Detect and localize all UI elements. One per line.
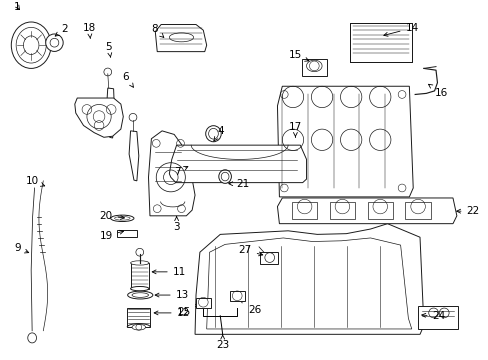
Text: 7: 7	[174, 166, 187, 177]
Polygon shape	[155, 24, 206, 51]
Text: 22: 22	[456, 206, 479, 216]
Text: 26: 26	[240, 299, 261, 315]
Circle shape	[45, 34, 63, 51]
Text: 21: 21	[228, 179, 248, 189]
Text: 1: 1	[14, 2, 21, 12]
Text: 13: 13	[155, 290, 188, 300]
Text: 24: 24	[421, 311, 445, 321]
Text: 9: 9	[14, 243, 29, 253]
Bar	[301, 59, 326, 76]
Ellipse shape	[218, 170, 231, 183]
Ellipse shape	[23, 36, 39, 54]
Text: 20: 20	[99, 211, 124, 221]
Polygon shape	[277, 86, 412, 197]
Ellipse shape	[132, 324, 145, 330]
Text: 18: 18	[82, 23, 96, 39]
Text: 16: 16	[427, 84, 447, 98]
Polygon shape	[169, 145, 306, 183]
Bar	[229, 292, 244, 301]
Text: 5: 5	[105, 42, 112, 58]
Ellipse shape	[205, 126, 221, 142]
Text: 6: 6	[122, 72, 133, 87]
Bar	[127, 307, 150, 327]
Bar	[130, 263, 149, 289]
Text: 10: 10	[25, 176, 44, 186]
Bar	[405, 202, 430, 219]
Text: 11: 11	[152, 267, 185, 277]
Text: 8: 8	[151, 24, 163, 37]
Ellipse shape	[11, 22, 51, 68]
Bar	[349, 23, 411, 62]
Text: 14: 14	[383, 23, 418, 36]
Bar	[117, 230, 137, 237]
Ellipse shape	[130, 261, 149, 265]
Text: 27: 27	[238, 246, 262, 256]
Text: 15: 15	[288, 50, 308, 61]
Polygon shape	[75, 98, 123, 137]
Bar	[349, 23, 411, 62]
Text: 23: 23	[216, 334, 229, 350]
Bar	[367, 202, 392, 219]
Polygon shape	[129, 131, 139, 181]
Ellipse shape	[16, 27, 46, 63]
Ellipse shape	[110, 215, 134, 221]
Ellipse shape	[127, 291, 153, 299]
Polygon shape	[195, 224, 423, 334]
Polygon shape	[277, 198, 456, 224]
Text: 19: 19	[99, 230, 123, 241]
Text: 25: 25	[177, 305, 200, 317]
Text: 3: 3	[173, 216, 180, 232]
Text: 2: 2	[55, 24, 68, 36]
Bar	[196, 298, 210, 308]
Bar	[291, 202, 317, 219]
Polygon shape	[148, 131, 195, 216]
Bar	[329, 202, 354, 219]
Text: 17: 17	[288, 122, 302, 137]
Bar	[417, 306, 457, 329]
Text: 4: 4	[213, 126, 224, 141]
Polygon shape	[106, 88, 114, 138]
Ellipse shape	[130, 287, 149, 291]
Bar	[260, 252, 278, 264]
Text: 12: 12	[154, 308, 189, 318]
